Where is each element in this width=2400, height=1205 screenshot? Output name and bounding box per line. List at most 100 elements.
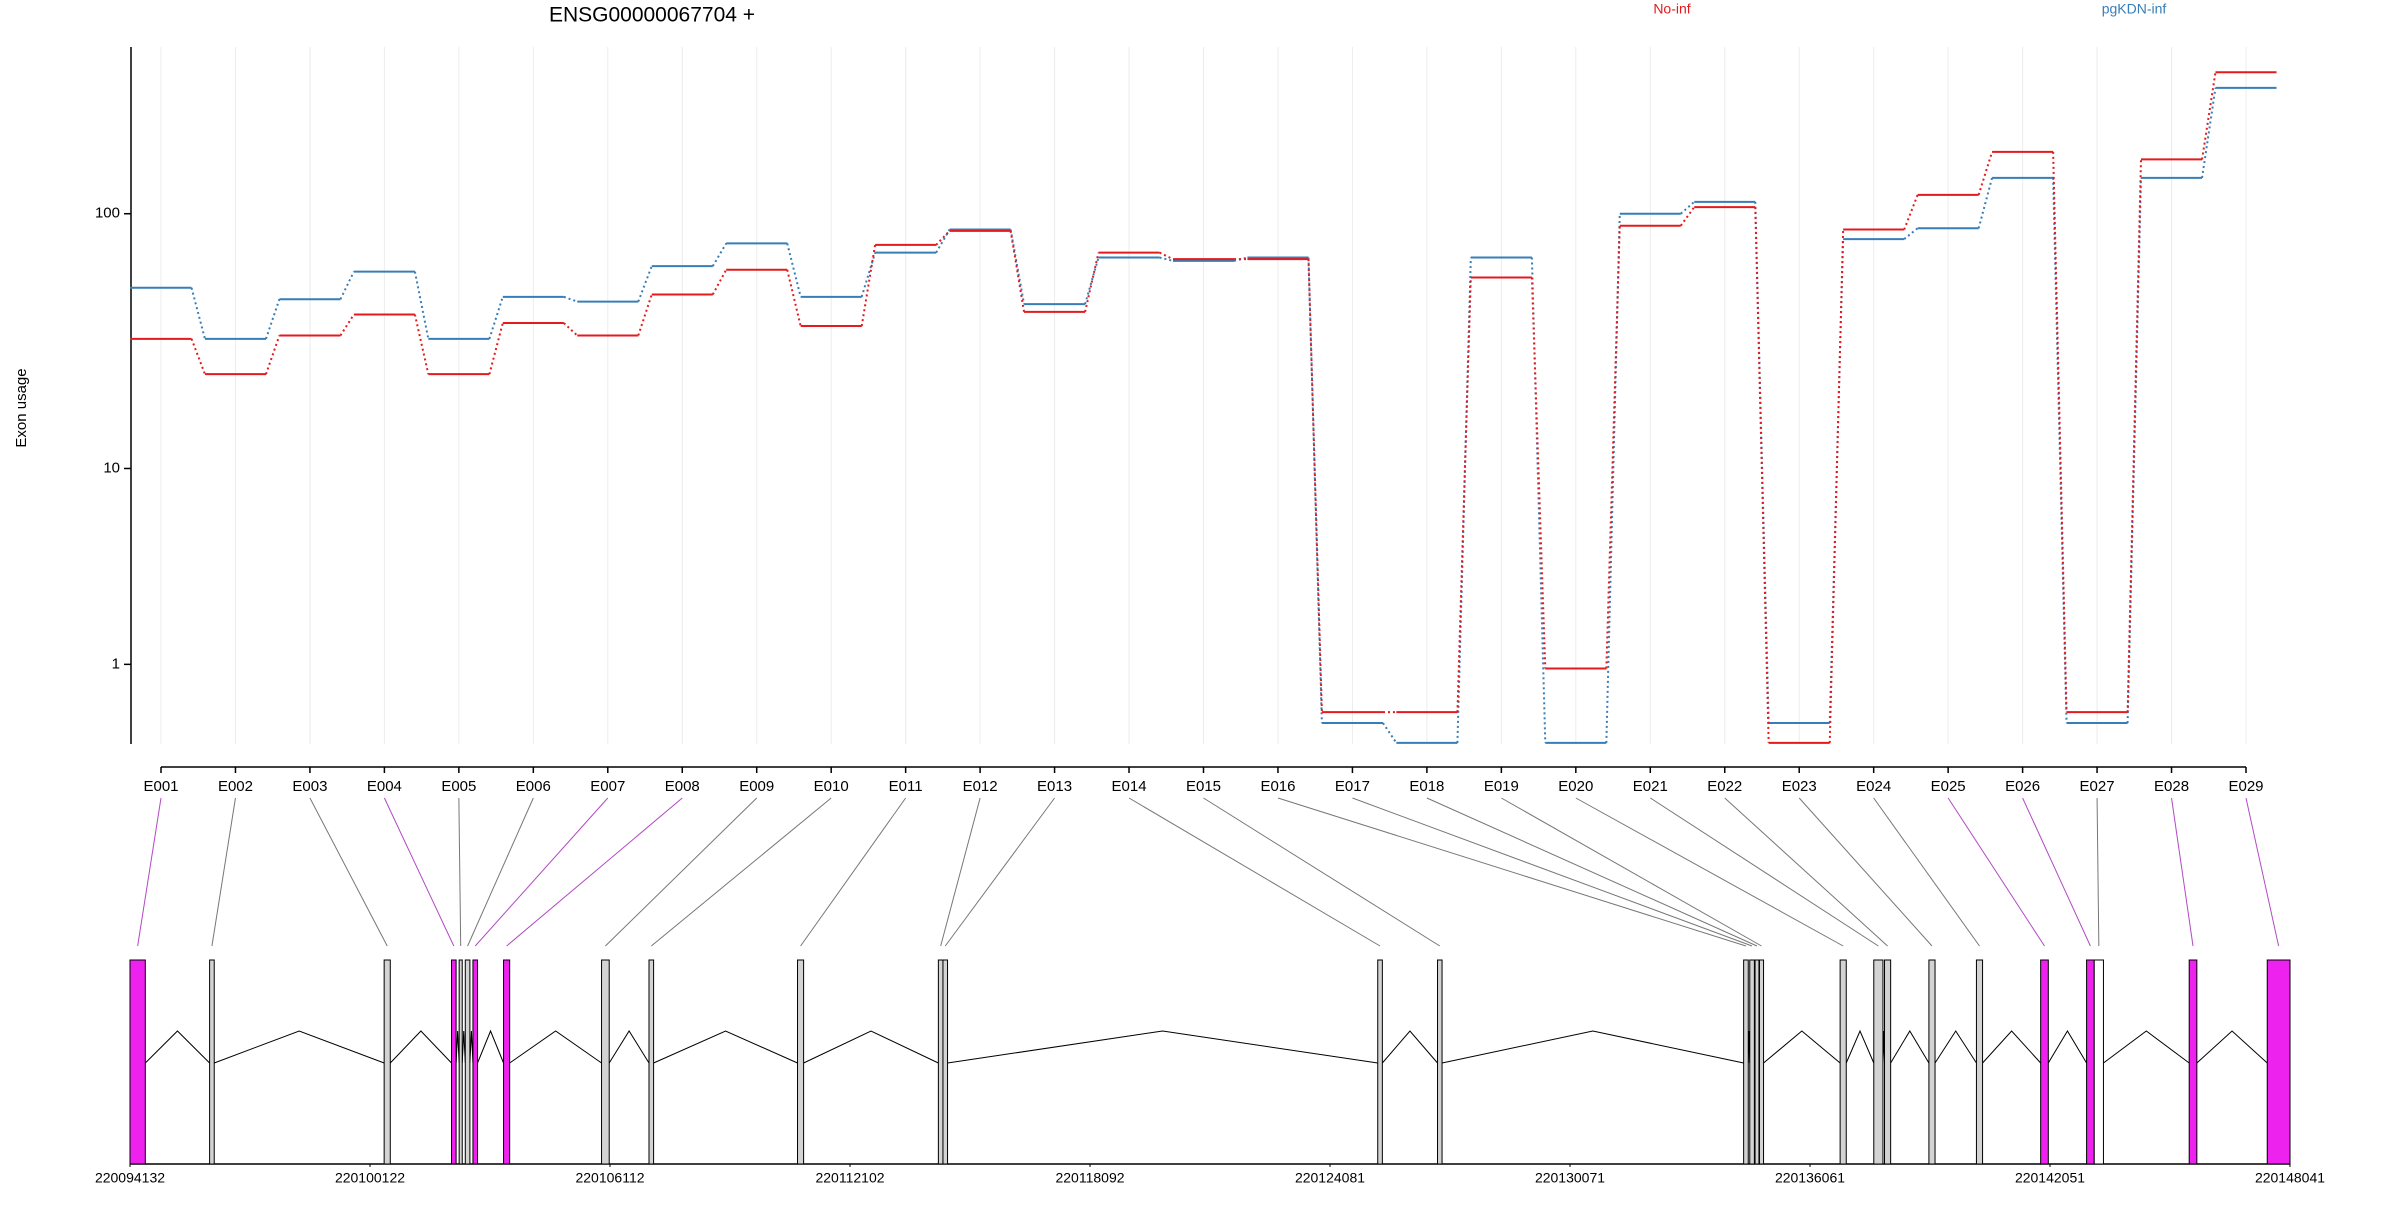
- legend-entry: pgKDN-inf: [2102, 1, 2167, 17]
- connector: [1903, 194, 1919, 230]
- intron: [803, 1030, 939, 1064]
- connector: [2201, 87, 2217, 179]
- exon: [503, 959, 511, 1165]
- connector: [190, 287, 206, 340]
- exon: [2093, 959, 2104, 1165]
- x-tick-label: E003: [292, 778, 327, 795]
- x-tick-label: E009: [739, 778, 774, 795]
- connector: [488, 296, 504, 340]
- y-axis-label: Exon usage: [13, 368, 30, 447]
- exon-link: [309, 797, 388, 947]
- x-tick-label: E018: [1409, 778, 1444, 795]
- exon-link: [474, 797, 609, 947]
- y-tick-label: 1: [112, 655, 120, 672]
- connector: [711, 242, 728, 267]
- genome-tick-label: 220106112: [575, 1170, 644, 1186]
- x-tick-label: E004: [367, 778, 402, 795]
- exon: [601, 959, 610, 1165]
- intron: [1982, 1030, 2042, 1064]
- intron: [608, 1030, 650, 1064]
- exon-link: [1575, 797, 1844, 947]
- exon: [451, 959, 457, 1165]
- connector: [1903, 227, 1919, 240]
- exon: [2266, 959, 2291, 1165]
- genome-tick-label: 220124081: [1295, 1170, 1365, 1186]
- exon-link: [467, 797, 534, 947]
- exon: [1873, 959, 1884, 1165]
- intron: [1890, 1030, 1930, 1064]
- x-tick-label: E019: [1484, 778, 1519, 795]
- intron: [461, 1030, 466, 1064]
- exon-link: [2171, 797, 2194, 947]
- connector: [413, 314, 430, 375]
- connector: [2126, 177, 2143, 724]
- intron: [389, 1030, 452, 1064]
- exon-link: [1947, 797, 2045, 947]
- genome-tick-label: 220136061: [1775, 1170, 1845, 1186]
- x-tick-label: E005: [441, 778, 476, 795]
- exon-link: [940, 797, 981, 947]
- exon-link: [2096, 797, 2100, 947]
- exon-link: [1650, 797, 1879, 947]
- connector: [786, 269, 802, 327]
- intron: [1845, 1029, 1875, 1064]
- connector: [860, 244, 877, 327]
- connector: [935, 230, 951, 246]
- connector: [563, 295, 578, 303]
- intron: [214, 1030, 385, 1064]
- exon: [2188, 959, 2198, 1165]
- genome-tick-label: 220142051: [2015, 1170, 2085, 1186]
- x-tick-label: E028: [2154, 778, 2189, 795]
- exon: [2040, 959, 2049, 1165]
- x-tick-label: E008: [665, 778, 700, 795]
- connector: [1307, 259, 1323, 713]
- x-tick-label: E017: [1335, 778, 1370, 795]
- connector: [786, 243, 802, 298]
- exon: [942, 959, 949, 1165]
- exon-link: [1128, 797, 1381, 947]
- connector: [1084, 252, 1100, 313]
- connector: [265, 335, 281, 375]
- exon: [1975, 959, 1984, 1165]
- connector: [1530, 257, 1547, 743]
- exon-link: [211, 797, 236, 947]
- exon: [1754, 959, 1760, 1165]
- chart-title: ENSG00000067704 +: [549, 4, 755, 27]
- exon-link: [1426, 797, 1758, 947]
- legend-entry: No-inf: [1653, 1, 1690, 17]
- connector: [1605, 225, 1621, 669]
- connector: [637, 265, 653, 302]
- x-tick-label: E002: [218, 778, 253, 795]
- intron: [653, 1030, 798, 1064]
- intron: [1763, 1030, 1841, 1064]
- connector: [190, 338, 206, 375]
- connector: [711, 269, 728, 295]
- connector: [1680, 206, 1696, 227]
- exon: [1377, 959, 1383, 1165]
- connector: [637, 294, 653, 336]
- genome-tick-label: 220130071: [1535, 1170, 1605, 1186]
- x-tick-label: E021: [1633, 778, 1668, 795]
- intron: [469, 1030, 474, 1064]
- connector: [339, 271, 355, 300]
- exon: [458, 959, 463, 1165]
- exon: [1758, 959, 1765, 1165]
- exon: [1743, 959, 1749, 1165]
- exon: [1928, 959, 1936, 1165]
- x-tick-label: E014: [1112, 778, 1147, 795]
- exon: [464, 959, 471, 1165]
- connector: [1977, 177, 1994, 229]
- exon-link: [1724, 797, 1888, 947]
- connector: [1530, 277, 1547, 669]
- x-tick-label: E013: [1037, 778, 1072, 795]
- exon-link: [1277, 797, 1747, 947]
- connector: [1382, 722, 1398, 744]
- x-tick-label: E025: [1931, 778, 1966, 795]
- exon: [937, 959, 944, 1165]
- exon-link: [506, 797, 683, 947]
- x-tick-label: E001: [143, 778, 178, 795]
- x-tick-label: E023: [1782, 778, 1817, 795]
- exon: [383, 959, 391, 1165]
- connector: [265, 298, 281, 340]
